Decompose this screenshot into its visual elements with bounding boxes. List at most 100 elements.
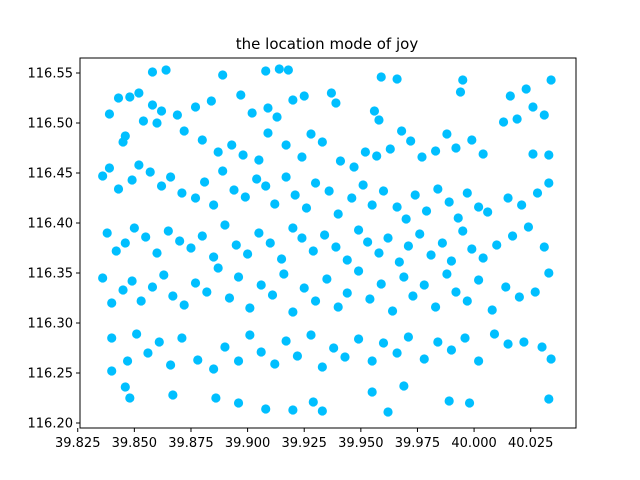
scatter-point [261,181,271,191]
scatter-point [387,306,398,316]
scatter-point [363,237,373,247]
scatter-point [532,188,543,198]
y-tick-label: 116.25 [28,367,74,382]
scatter-point [233,398,244,408]
scatter-point [113,93,124,103]
scatter-point [292,351,303,361]
scatter-point [501,282,511,292]
scatter-point [134,88,144,98]
scatter-point [261,66,271,76]
scatter-point [365,294,375,304]
scatter-point [372,151,382,161]
scatter-point [288,307,298,317]
scatter-point [376,72,386,82]
scatter-point [401,214,411,224]
scatter-point [462,296,472,306]
scatter-point [421,206,432,216]
scatter-point [136,296,146,306]
scatter-point [147,67,158,77]
scatter-point [245,330,255,340]
scatter-point [218,70,228,80]
scatter-point [107,333,117,343]
scatter-point [209,364,219,374]
scatter-point [324,186,334,196]
scatter-point [147,282,158,292]
scatter-point [120,131,130,141]
scatter-point [281,140,291,150]
scatter-point [220,220,230,230]
scatter-point [528,102,538,112]
scatter-point [147,100,158,110]
scatter-point [419,354,429,364]
scatter-point [288,223,298,233]
scatter-point [193,355,203,365]
scatter-point [537,342,547,352]
scatter-point [347,193,357,203]
scatter-point [229,185,239,195]
scatter-point [492,240,502,250]
scatter-point [247,108,257,118]
scatter-point [458,226,468,236]
scatter-point [98,171,108,181]
scatter-point [460,333,470,343]
scatter-point [367,200,377,210]
scatter-point [199,177,210,187]
scatter-point [385,144,395,154]
scatter-point [455,87,466,97]
scatter-point [353,225,364,235]
scatter-point [297,152,307,162]
scatter-point [446,256,457,266]
scatter-point [503,193,513,203]
scatter-point [474,202,484,212]
scatter-point [342,255,352,265]
scatter-point [507,231,518,241]
scatter-point [317,362,327,372]
scatter-point [320,230,330,240]
scatter-point [267,290,278,300]
scatter-point [392,202,402,212]
scatter-point [467,244,477,254]
scatter-point [156,106,167,116]
scatter-point [512,114,522,124]
scatter-point [104,109,115,119]
scatter-point [238,150,248,160]
scatter-point [403,332,413,342]
scatter-point [265,238,275,248]
scatter-point [478,253,488,263]
scatter-point [213,147,223,157]
scatter-point [206,96,216,106]
scatter-point [125,393,135,403]
scatter-point [209,200,219,210]
scatter-point [152,118,162,128]
scatter-point [299,91,309,101]
scatter-point [544,394,554,404]
scatter-point [367,387,377,397]
scatter-point [156,181,167,191]
scatter-point [453,213,463,223]
scatter-point [378,186,389,196]
scatter-point [190,102,201,112]
scatter-point [209,252,219,262]
scatter-point [369,106,380,116]
scatter-point [202,287,212,297]
scatter-point [419,280,429,290]
scatter-point [530,287,540,297]
scatter-point [349,162,359,172]
scatter-point [374,248,384,258]
scatter-point [467,135,477,145]
y-tick-label: 116.35 [28,267,74,282]
scatter-point [161,65,171,75]
x-tick-label: 39.875 [168,436,214,451]
scatter-point [353,266,364,276]
scatter-point [374,115,384,125]
scatter-point [310,296,321,306]
scatter-point [367,356,377,366]
scatter-point [175,236,185,246]
scatter-point [127,175,137,185]
scatter-point [503,339,513,349]
scatter-point [331,98,341,108]
scatter-point [517,200,527,210]
scatter-point [276,254,287,264]
scatter-point [179,126,189,136]
y-tick-label: 116.50 [28,117,74,132]
